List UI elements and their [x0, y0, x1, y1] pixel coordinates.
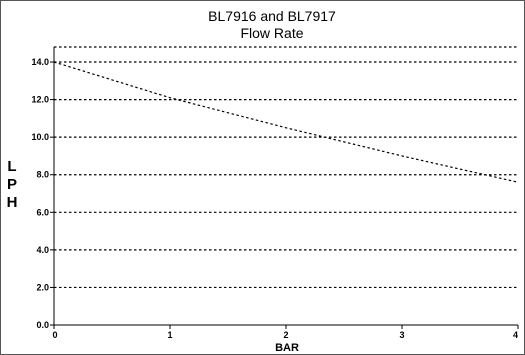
y-axis-label-letter: H: [7, 194, 18, 211]
y-tick-label: 10.0: [31, 132, 49, 142]
gridlines: [54, 46, 518, 289]
y-tick-label: 8.0: [36, 170, 49, 180]
x-axis-label: BAR: [275, 342, 299, 354]
y-axis-label-letter: L: [7, 158, 16, 175]
y-axis-label: LPH: [7, 158, 18, 211]
y-tick-label: 12.0: [31, 95, 49, 105]
x-tick-labels: 0 1 2 3 4: [52, 330, 518, 340]
x-tick-label: 0: [52, 330, 57, 340]
x-tick-label: 1: [167, 330, 172, 340]
y-tick-label: 4.0: [36, 245, 49, 255]
x-tick-label: 4: [513, 330, 518, 340]
y-tick-label: 14.0: [31, 57, 49, 67]
x-tick-label: 3: [399, 330, 404, 340]
axes: [50, 47, 519, 329]
series-layer: [53, 61, 519, 183]
y-tick-label: 2.0: [36, 282, 49, 292]
x-tick-label: 2: [283, 330, 288, 340]
y-tick-label: 6.0: [36, 207, 49, 217]
y-axis-label-letter: P: [7, 176, 17, 193]
chart-subtitle: Flow Rate: [240, 25, 303, 41]
series-line: [53, 61, 519, 183]
y-tick-labels: 0.0 2.0 4.0 6.0 8.0 10.0 12.0 14.0: [31, 57, 49, 330]
y-tick-label: 0.0: [36, 320, 49, 330]
chart-title: BL7916 and BL7917: [208, 8, 336, 24]
